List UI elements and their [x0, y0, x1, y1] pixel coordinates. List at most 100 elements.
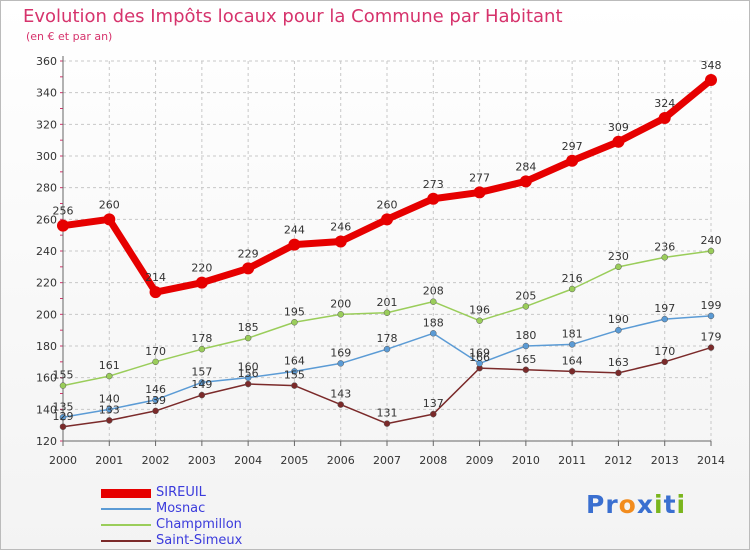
data-label: 324	[654, 97, 675, 110]
data-point	[522, 366, 530, 373]
data-label: 240	[701, 234, 722, 247]
data-point	[707, 312, 715, 320]
data-label: 260	[99, 198, 120, 211]
logo-letter: i	[676, 490, 687, 519]
x-tick-label: 2009	[466, 454, 494, 467]
data-label: 137	[423, 397, 444, 410]
data-label: 348	[701, 59, 722, 72]
data-point	[244, 334, 252, 342]
data-point	[59, 423, 67, 430]
data-label: 200	[330, 297, 351, 310]
x-tick-label: 2014	[697, 454, 725, 467]
data-label: 166	[469, 351, 490, 364]
data-point	[661, 254, 668, 261]
data-label: 185	[238, 321, 259, 334]
data-point	[568, 368, 576, 375]
logo-letter: t	[663, 490, 677, 519]
data-label: 143	[330, 388, 351, 401]
data-label: 216	[562, 272, 583, 285]
data-point	[291, 368, 298, 375]
x-tick-label: 2003	[188, 454, 216, 467]
data-point	[522, 342, 530, 350]
chart-title: Evolution des Impôts locaux pour la Comm…	[23, 6, 563, 27]
x-tick-label: 2012	[604, 454, 632, 467]
data-point	[568, 285, 576, 293]
data-label: 256	[53, 205, 74, 218]
y-tick-label: 260	[36, 213, 57, 226]
data-point	[59, 382, 67, 389]
axis-layer: 1201401601802002202402602803003203403602…	[36, 55, 725, 467]
logo-letter: P	[586, 490, 606, 519]
data-label: 220	[191, 262, 212, 275]
x-tick-label: 2005	[280, 454, 308, 467]
data-point	[615, 326, 622, 334]
label-layer: 256 260 214 220 229 244 246 260 273 277 284 297 309 3…	[53, 59, 722, 423]
data-point	[383, 345, 391, 353]
data-label: 140	[99, 392, 120, 405]
data-label: 160	[238, 361, 259, 374]
logo-letter: r	[605, 490, 619, 519]
data-point	[334, 235, 347, 248]
legend-label: SIREUIL	[156, 485, 206, 500]
x-tick-label: 2007	[373, 454, 401, 467]
data-label: 180	[515, 329, 536, 342]
y-tick-label: 120	[36, 435, 57, 448]
data-label: 179	[701, 331, 722, 344]
data-point	[427, 192, 440, 205]
x-tick-label: 2004	[234, 454, 262, 467]
data-label: 309	[608, 121, 629, 134]
data-label: 164	[562, 354, 583, 367]
data-label: 131	[377, 407, 398, 420]
data-label: 196	[469, 304, 490, 317]
data-point	[707, 344, 715, 351]
data-label: 284	[515, 160, 536, 173]
y-tick-label: 220	[36, 277, 57, 290]
legend-swatch	[101, 488, 151, 498]
data-point	[103, 213, 116, 226]
data-label: 197	[654, 302, 675, 315]
data-point	[198, 345, 206, 353]
legend-label: Mosnac	[156, 501, 206, 516]
data-point	[705, 74, 717, 86]
data-point	[383, 420, 391, 427]
legend-label: Champmillon	[156, 517, 242, 532]
x-tick-label: 2008	[419, 454, 447, 467]
x-tick-label: 2001	[95, 454, 123, 467]
y-tick-label: 340	[36, 87, 57, 100]
x-tick-label: 2011	[558, 454, 586, 467]
data-label: 246	[330, 221, 351, 234]
data-label: 230	[608, 250, 629, 263]
data-point	[106, 372, 113, 380]
legend: SIREUIL Mosnac Champmillon Saint-Simeux	[101, 485, 301, 549]
legend-item: Saint-Simeux	[101, 533, 301, 549]
x-tick-label: 2006	[327, 454, 355, 467]
data-point	[476, 317, 483, 324]
data-point	[661, 358, 668, 366]
data-point	[519, 175, 532, 188]
data-label: 244	[284, 224, 305, 237]
data-label: 163	[608, 356, 629, 369]
data-point	[337, 360, 344, 367]
data-point	[244, 380, 252, 388]
data-label: 149	[191, 378, 212, 391]
data-label: 178	[377, 332, 398, 345]
data-label: 155	[53, 369, 74, 382]
data-label: 199	[701, 299, 722, 312]
data-point	[291, 319, 298, 326]
logo-letter: i	[654, 490, 664, 519]
data-point	[430, 330, 437, 337]
series-layer	[57, 74, 717, 430]
data-point	[522, 303, 530, 310]
data-point	[198, 379, 206, 386]
data-point	[195, 276, 208, 289]
data-label: 129	[53, 410, 74, 423]
y-tick-label: 240	[36, 245, 57, 258]
data-label: 260	[377, 198, 398, 211]
data-point	[291, 382, 298, 389]
data-point	[566, 154, 579, 167]
data-point	[661, 315, 668, 323]
y-tick-label: 320	[36, 118, 57, 131]
y-tick-label: 280	[36, 182, 57, 195]
data-label: 169	[469, 346, 490, 359]
